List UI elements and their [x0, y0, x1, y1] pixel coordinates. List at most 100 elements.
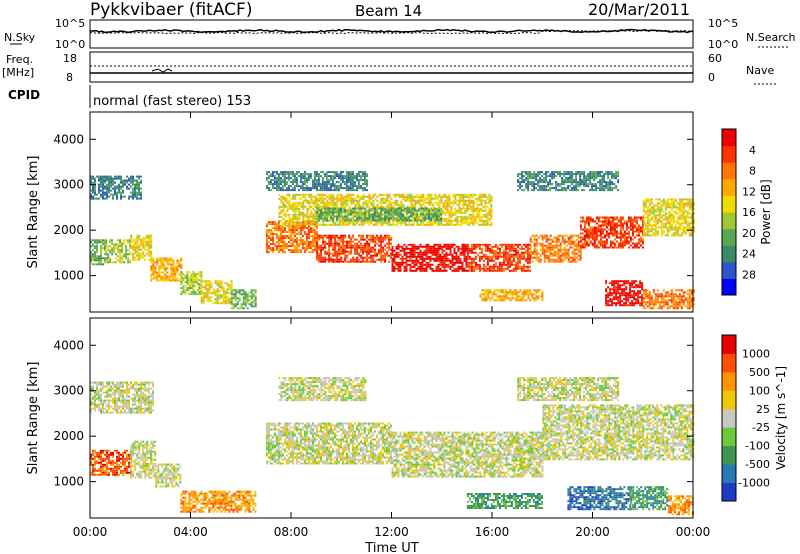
heatmap-cell	[265, 241, 268, 244]
heatmap-cell	[591, 242, 594, 245]
heatmap-cell	[391, 267, 394, 270]
heatmap-cell	[644, 210, 647, 213]
heatmap-cell	[267, 241, 270, 244]
heatmap-cell	[305, 249, 308, 252]
heatmap-cell	[284, 197, 287, 200]
heatmap-cell	[429, 249, 432, 252]
heatmap-cell	[559, 234, 562, 237]
heatmap-cell	[621, 232, 624, 235]
heatmap-cell	[388, 254, 391, 257]
heatmap-cell	[112, 195, 114, 198]
heatmap-cell	[340, 236, 343, 239]
heatmap-cell	[362, 207, 365, 210]
heatmap-cell	[615, 246, 618, 249]
heatmap-cell	[490, 203, 493, 206]
heatmap-cell	[437, 269, 440, 272]
heatmap-cell	[409, 243, 412, 246]
heatmap-cell	[631, 234, 634, 237]
heatmap-cell	[384, 217, 387, 220]
heatmap-cell	[374, 236, 377, 239]
heatmap-cell	[364, 195, 367, 198]
heatmap-cell	[320, 246, 323, 249]
heatmap-cell	[449, 253, 452, 256]
heatmap-cell	[427, 263, 430, 266]
heatmap-cell	[326, 215, 329, 218]
heatmap-cell	[98, 259, 100, 262]
heatmap-cell	[441, 261, 444, 264]
heatmap-cell	[581, 228, 584, 231]
heatmap-cell	[378, 217, 381, 220]
heatmap-cell	[124, 183, 126, 186]
heatmap-cell	[461, 261, 464, 264]
heatmap-cell	[593, 230, 596, 233]
heatmap-cell	[384, 234, 387, 237]
heatmap-cell	[652, 212, 655, 215]
heatmap-cell	[125, 245, 128, 248]
heatmap-cell	[178, 263, 181, 266]
heatmap-cell	[206, 298, 209, 301]
heatmap-cell	[344, 217, 347, 220]
heatmap-cell	[160, 279, 163, 282]
heatmap-cell	[320, 254, 323, 257]
heatmap-cell	[294, 193, 297, 196]
heatmap-cell	[504, 259, 507, 262]
heatmap-cell	[424, 205, 427, 208]
heatmap-cell	[480, 193, 483, 196]
heatmap-cell	[426, 197, 429, 200]
heatmap-cell	[200, 296, 203, 299]
heatmap-cell	[609, 228, 612, 231]
heatmap-cell	[320, 205, 323, 208]
heatmap-cell	[448, 199, 451, 202]
heatmap-cell	[376, 223, 379, 226]
heatmap-cell	[547, 260, 550, 263]
heatmap-cell	[422, 207, 425, 210]
heatmap-cell	[356, 213, 359, 216]
heatmap-cell	[360, 246, 363, 249]
heatmap-cell	[555, 252, 558, 255]
heatmap-cell	[410, 203, 413, 206]
heatmap-cell	[192, 275, 195, 278]
heatmap-cell	[352, 211, 355, 214]
heatmap-cell	[336, 209, 339, 212]
heatmap-cell	[129, 261, 132, 264]
heatmap-cell	[445, 253, 448, 256]
heatmap-cell	[445, 247, 448, 250]
heatmap-cell	[244, 305, 247, 308]
heatmap-cell	[348, 205, 351, 208]
heatmap-cell	[336, 260, 339, 263]
heatmap-cell	[208, 290, 211, 293]
heatmap-cell	[284, 223, 287, 226]
heatmap-cell	[320, 256, 323, 259]
heatmap-cell	[144, 248, 147, 251]
heatmap-cell	[510, 245, 513, 248]
heatmap-cell	[472, 267, 475, 270]
heatmap-cell	[569, 256, 572, 259]
heatmap-cell	[406, 207, 409, 210]
heatmap-cell	[307, 235, 310, 238]
heatmap-cell	[666, 232, 669, 235]
heatmap-cell	[482, 215, 485, 218]
heatmap-cell	[380, 258, 383, 261]
heatmap-cell	[176, 279, 179, 282]
heatmap-cell	[252, 293, 255, 296]
heatmap-cell	[348, 195, 351, 198]
heatmap-cell	[648, 200, 651, 203]
heatmap-cell	[286, 213, 289, 216]
heatmap-cell	[275, 249, 278, 252]
heatmap-cell	[635, 220, 638, 223]
heatmap-cell	[680, 208, 683, 211]
heatmap-cell	[370, 209, 373, 212]
heatmap-cell	[480, 219, 483, 222]
heatmap-cell	[595, 236, 598, 239]
heatmap-cell	[136, 240, 139, 243]
heatmap-cell	[644, 212, 647, 215]
heatmap-cell	[474, 197, 477, 200]
heatmap-cell	[328, 236, 331, 239]
heatmap-cell	[287, 245, 290, 248]
heatmap-cell	[368, 201, 371, 204]
heatmap-cell	[130, 244, 133, 247]
heatmap-cell	[436, 219, 439, 222]
heatmap-cell	[445, 263, 448, 266]
heatmap-cell	[318, 203, 321, 206]
heatmap-cell	[368, 256, 371, 259]
